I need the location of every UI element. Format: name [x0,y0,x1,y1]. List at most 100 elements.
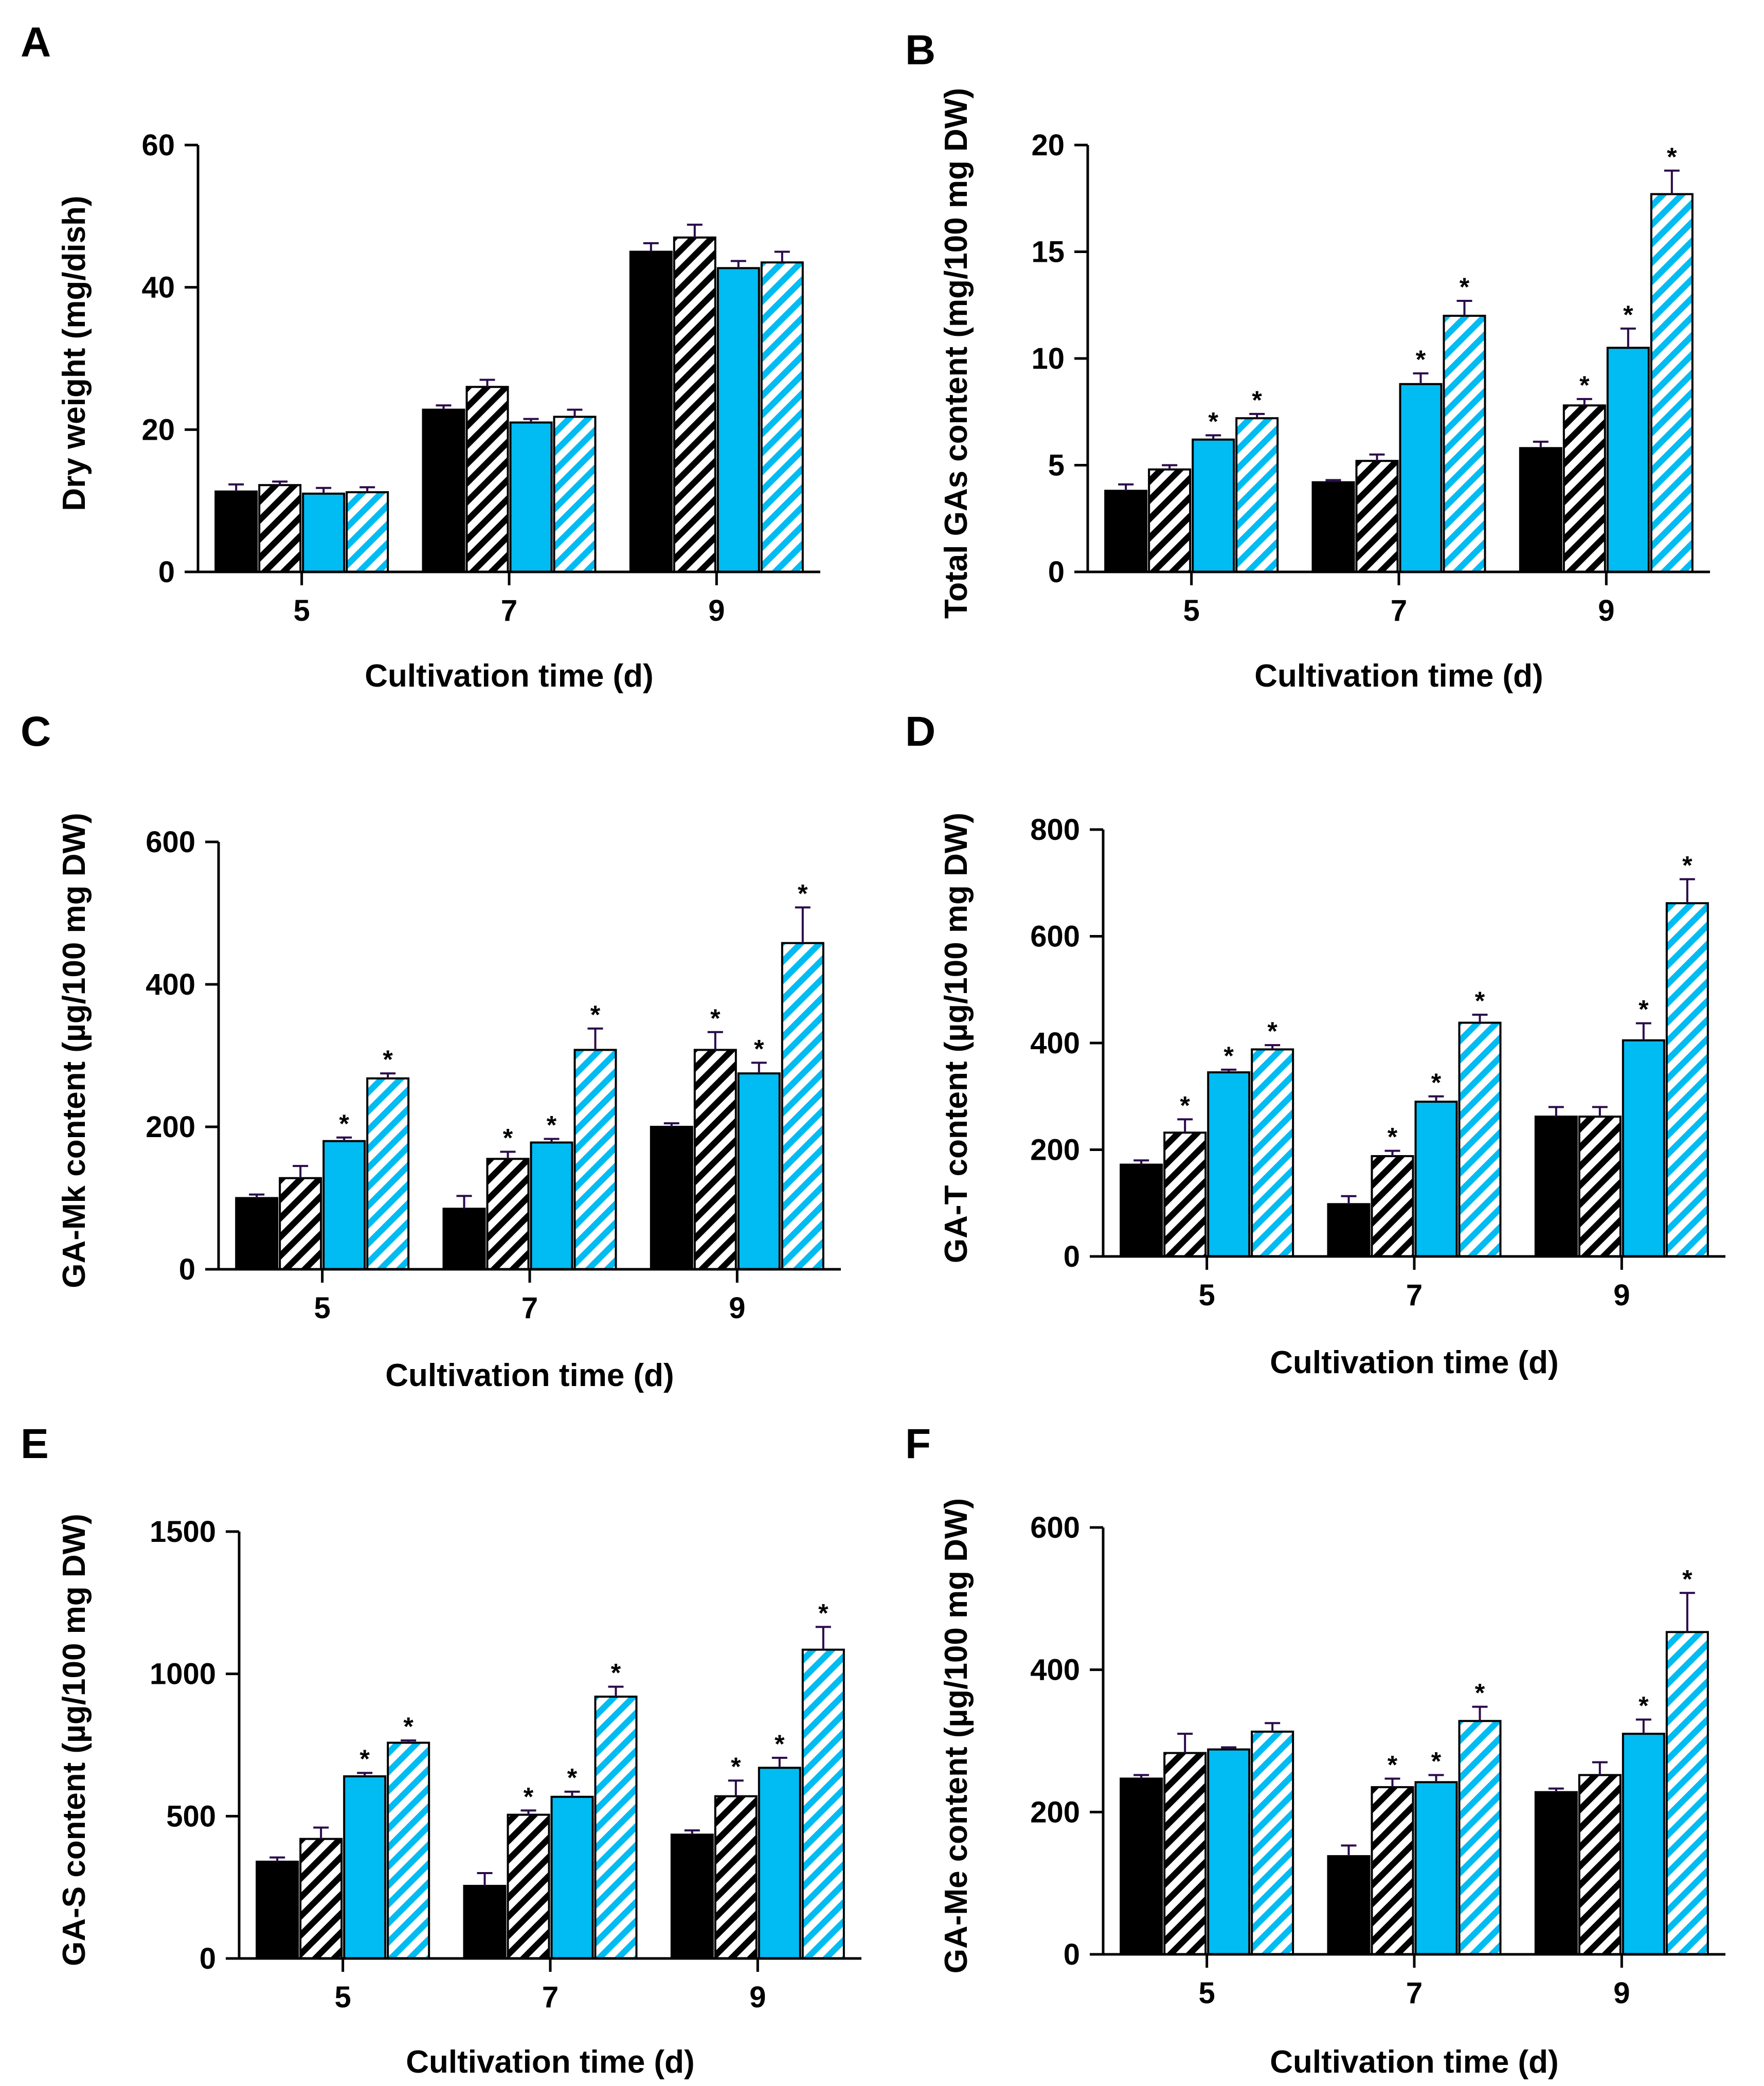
error-bar [815,1626,831,1650]
y-tick-label: 60 [141,129,175,162]
y-tick-label: 200 [1030,1134,1080,1167]
panel-letter: B [905,27,935,74]
bar-d-day9-s4 [1665,902,1709,1258]
significance-star: * [1431,1747,1442,1775]
y-axis-title: GA-T content (µg/100 mg DW) [939,813,974,1263]
error-bar [567,408,583,417]
bar-a-day5-s4 [346,491,389,573]
error-bar [1679,878,1695,904]
bar-b-day9-s1 [1519,447,1562,573]
bar-f-day5-s1 [1120,1777,1163,1955]
y-tick-label: 5 [1048,449,1065,482]
bar-c-day7-s1 [442,1208,486,1270]
error-bar [1679,1592,1695,1632]
error-bar [477,1872,493,1886]
error-bar [456,1195,472,1209]
error-bar [1249,412,1265,419]
y-tick-label: 800 [1030,813,1080,847]
panel-letter: D [905,708,935,755]
bar-d-day7-s1 [1327,1203,1371,1257]
error-bar [1118,483,1134,491]
y-tick-label: 1500 [150,1515,216,1549]
bar-d-day9-s2 [1578,1116,1622,1258]
error-bar [1177,1733,1193,1753]
error-bar [520,1809,536,1815]
error-bar [663,1122,679,1127]
y-tick-label: 1000 [150,1658,216,1691]
panel-letter: F [905,1420,931,1467]
bar-b-day5-s2 [1148,468,1192,573]
error-bar [1133,1159,1149,1165]
bar-f-day7-s4 [1458,1720,1502,1955]
bar-c-day9-s1 [650,1126,693,1270]
chart-panel-b: B * * 5 * * 7 * * * 9 0 5 10 15 20 Cultivation time (d) T… [905,27,1710,694]
bar-b-day9-s2 [1562,404,1606,573]
bar-e-day7-s1 [463,1884,507,1959]
error-bar [1384,1149,1400,1156]
bar-d-day5-s2 [1163,1131,1207,1258]
error-bar [269,1856,285,1862]
bar-e-day5-s1 [256,1860,299,1960]
significance-star: * [547,1111,557,1140]
y-tick-label: 400 [1030,1027,1080,1060]
y-tick-label: 0 [1048,555,1065,589]
chart-panel-e: E * * 5 * * * 7 * * * 9 0 500 1000 1500 Cultivation time… [21,1420,861,2080]
x-axis-title: Cultivation time (d) [406,2044,694,2080]
x-tick-label: 5 [294,594,310,627]
x-axis-title: Cultivation time (d) [1270,1345,1558,1380]
x-tick-label: 5 [1183,594,1200,627]
bar-a-day9-s3 [716,267,760,573]
bar-b-day5-s1 [1104,490,1148,573]
bar-d-day7-s2 [1371,1155,1414,1257]
significance-star: * [1180,1091,1190,1120]
y-tick-label: 0 [158,555,175,589]
panel-letter: A [21,19,51,66]
bar-e-day5-s3 [343,1775,387,1960]
error-bar [1548,1106,1564,1117]
bar-d-day7-s4 [1458,1021,1502,1257]
y-tick-label: 600 [1030,920,1080,954]
significance-star: * [590,1000,601,1029]
significance-star: * [1416,345,1426,374]
error-bar [608,1685,624,1697]
panel-letter: C [21,708,51,755]
chart-panel-f: F 5 * * * 7 * * 9 0 200 400 600 Cultivation time (d) G… [905,1420,1725,2080]
error-bar [1664,169,1680,194]
significance-star: * [503,1123,513,1152]
error-bar [730,260,746,268]
significance-star: * [710,1004,721,1033]
error-bar [523,418,539,423]
error-bar [1576,398,1592,406]
significance-star: * [567,1764,578,1792]
error-bar [774,250,790,263]
bar-c-day7-s2 [486,1158,530,1270]
significance-star: * [798,879,808,908]
bar-f-day9-s1 [1534,1791,1578,1956]
bar-f-day5-s4 [1251,1731,1294,1955]
error-bar [1341,1844,1357,1857]
bar-d-day7-s3 [1414,1101,1458,1257]
error-bar [272,480,288,485]
y-tick-label: 200 [146,1110,195,1144]
bar-f-day7-s2 [1371,1786,1414,1956]
bar-a-day7-s1 [422,408,465,573]
significance-star: * [1252,386,1262,415]
bar-a-day9-s2 [673,236,716,573]
y-tick-label: 40 [141,271,175,304]
x-tick-label: 5 [1199,1976,1215,2010]
error-bar [795,906,811,943]
bar-b-day9-s3 [1606,347,1650,573]
bar-c-day9-s3 [737,1072,781,1270]
x-tick-label: 7 [521,1291,538,1325]
significance-star: * [1267,1017,1277,1046]
error-bar [1620,327,1636,348]
significance-star: * [1579,371,1590,400]
y-tick-label: 600 [146,825,195,859]
error-bar [728,1779,744,1796]
y-tick-label: 10 [1031,342,1065,375]
significance-star: * [524,1782,534,1811]
error-bar [1133,1774,1149,1779]
error-bar [1221,1746,1237,1750]
y-axis-title: GA-Me content (µg/100 mg DW) [939,1498,974,1973]
error-bar [313,1826,329,1839]
